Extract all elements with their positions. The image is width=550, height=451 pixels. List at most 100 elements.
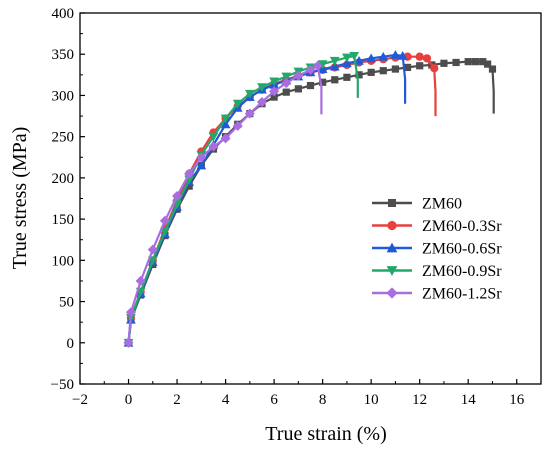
data-point	[184, 168, 195, 179]
legend: ZM60 ZM60-0.3Sr ZM60-0.6Sr ZM60-0.9Sr ZM60-1…	[372, 196, 502, 303]
x-tick-label: 16	[509, 392, 525, 408]
legend-swatch-marker	[386, 287, 398, 299]
legend-entry: ZM60-0.6Sr	[372, 241, 502, 258]
legend-label: ZM60	[422, 196, 462, 213]
data-point	[312, 60, 323, 71]
data-point	[281, 72, 292, 82]
data-point	[397, 51, 408, 60]
x-tick-label: 0	[125, 392, 133, 408]
legend-swatch-marker	[386, 242, 398, 253]
y-tick-label: −50	[51, 377, 74, 393]
x-tick-label: 4	[222, 392, 230, 408]
data-point	[160, 227, 170, 237]
data-point	[281, 78, 292, 89]
data-point	[464, 58, 472, 66]
legend-swatch-marker	[388, 199, 396, 207]
data-point	[159, 215, 170, 226]
data-point	[440, 59, 448, 67]
legend-label: ZM60-0.3Sr	[422, 218, 502, 235]
data-point	[208, 141, 219, 152]
data-point	[484, 60, 492, 68]
y-tick-label: 350	[52, 47, 75, 63]
data-point	[430, 64, 439, 73]
data-point	[342, 53, 352, 63]
data-point	[196, 152, 207, 163]
y-tick-label: 150	[52, 212, 75, 228]
data-point	[135, 275, 146, 286]
legend-label: ZM60-1.2Sr	[422, 286, 502, 303]
data-point	[379, 67, 387, 75]
y-tick-label: 50	[59, 295, 74, 311]
data-point	[220, 119, 231, 129]
data-point	[257, 83, 267, 93]
data-point	[343, 73, 351, 81]
data-point	[367, 68, 375, 76]
data-point	[232, 120, 243, 131]
data-point	[220, 114, 231, 124]
data-point	[390, 50, 401, 59]
data-point	[123, 337, 134, 348]
data-point	[305, 64, 316, 75]
x-tick-label: 2	[173, 392, 181, 408]
y-axis-title: True stress (MPa)	[9, 127, 31, 270]
axes: −2 0 2 4 6 8 10 12 14 16 −50 0 50 100 150 200 250 300 350 4…	[51, 6, 542, 408]
legend-label: ZM60-0.9Sr	[422, 263, 502, 280]
y-tick-label: 0	[67, 336, 75, 352]
x-tick-label: 10	[364, 392, 379, 408]
data-point	[403, 63, 412, 72]
data-point	[269, 77, 279, 87]
x-tick-label: 8	[319, 392, 327, 408]
series-line	[127, 64, 323, 343]
data-point	[196, 160, 207, 170]
series-3	[123, 50, 408, 347]
series-line	[127, 54, 359, 343]
data-point	[208, 132, 219, 142]
data-point	[366, 53, 377, 63]
data-point	[147, 244, 158, 255]
legend-entry: ZM60	[372, 196, 462, 213]
data-point	[220, 133, 231, 144]
x-axis-title: True strain (%)	[265, 423, 386, 445]
legend-entry: ZM60-1.2Sr	[372, 286, 502, 303]
data-point	[422, 54, 432, 63]
data-point	[185, 182, 193, 190]
data-point	[306, 81, 315, 90]
series-4	[123, 51, 360, 348]
data-point	[342, 58, 352, 68]
x-tick-label: −2	[72, 392, 88, 408]
data-point	[391, 65, 400, 73]
x-tick-label: 12	[412, 392, 427, 408]
legend-swatch-marker	[386, 266, 398, 276]
data-point	[256, 97, 268, 108]
data-point	[355, 71, 363, 79]
data-point	[479, 58, 487, 66]
data-point	[319, 78, 327, 86]
data-point	[317, 60, 328, 69]
data-point	[125, 307, 136, 318]
data-point	[270, 93, 278, 101]
data-point	[331, 76, 339, 84]
data-point	[172, 190, 183, 202]
data-point	[269, 86, 280, 97]
data-point	[452, 58, 460, 67]
data-point	[471, 58, 480, 66]
data-point	[329, 61, 340, 71]
data-point	[294, 85, 302, 93]
data-point	[488, 65, 497, 73]
data-point	[329, 56, 340, 66]
data-point	[232, 99, 243, 109]
data-point	[244, 108, 255, 119]
data-point	[244, 89, 255, 99]
legend-entry: ZM60-0.9Sr	[372, 263, 502, 280]
data-point	[282, 88, 290, 96]
plot-area	[123, 50, 497, 348]
y-tick-label: 400	[52, 6, 75, 22]
data-point	[293, 70, 304, 81]
y-tick-label: 200	[52, 171, 75, 187]
y-tick-label: 100	[52, 253, 75, 269]
data-point	[378, 51, 389, 61]
x-tick-label: 6	[270, 392, 278, 408]
legend-entry: ZM60-0.3Sr	[372, 218, 502, 235]
series-5	[123, 60, 323, 348]
